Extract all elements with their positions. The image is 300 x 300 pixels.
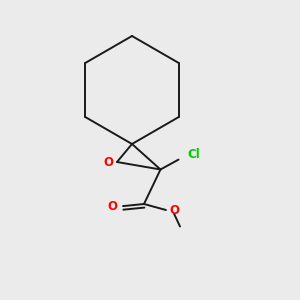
- Text: O: O: [107, 200, 117, 214]
- Text: O: O: [169, 203, 179, 217]
- Text: Cl: Cl: [188, 148, 200, 161]
- Text: O: O: [103, 155, 113, 169]
